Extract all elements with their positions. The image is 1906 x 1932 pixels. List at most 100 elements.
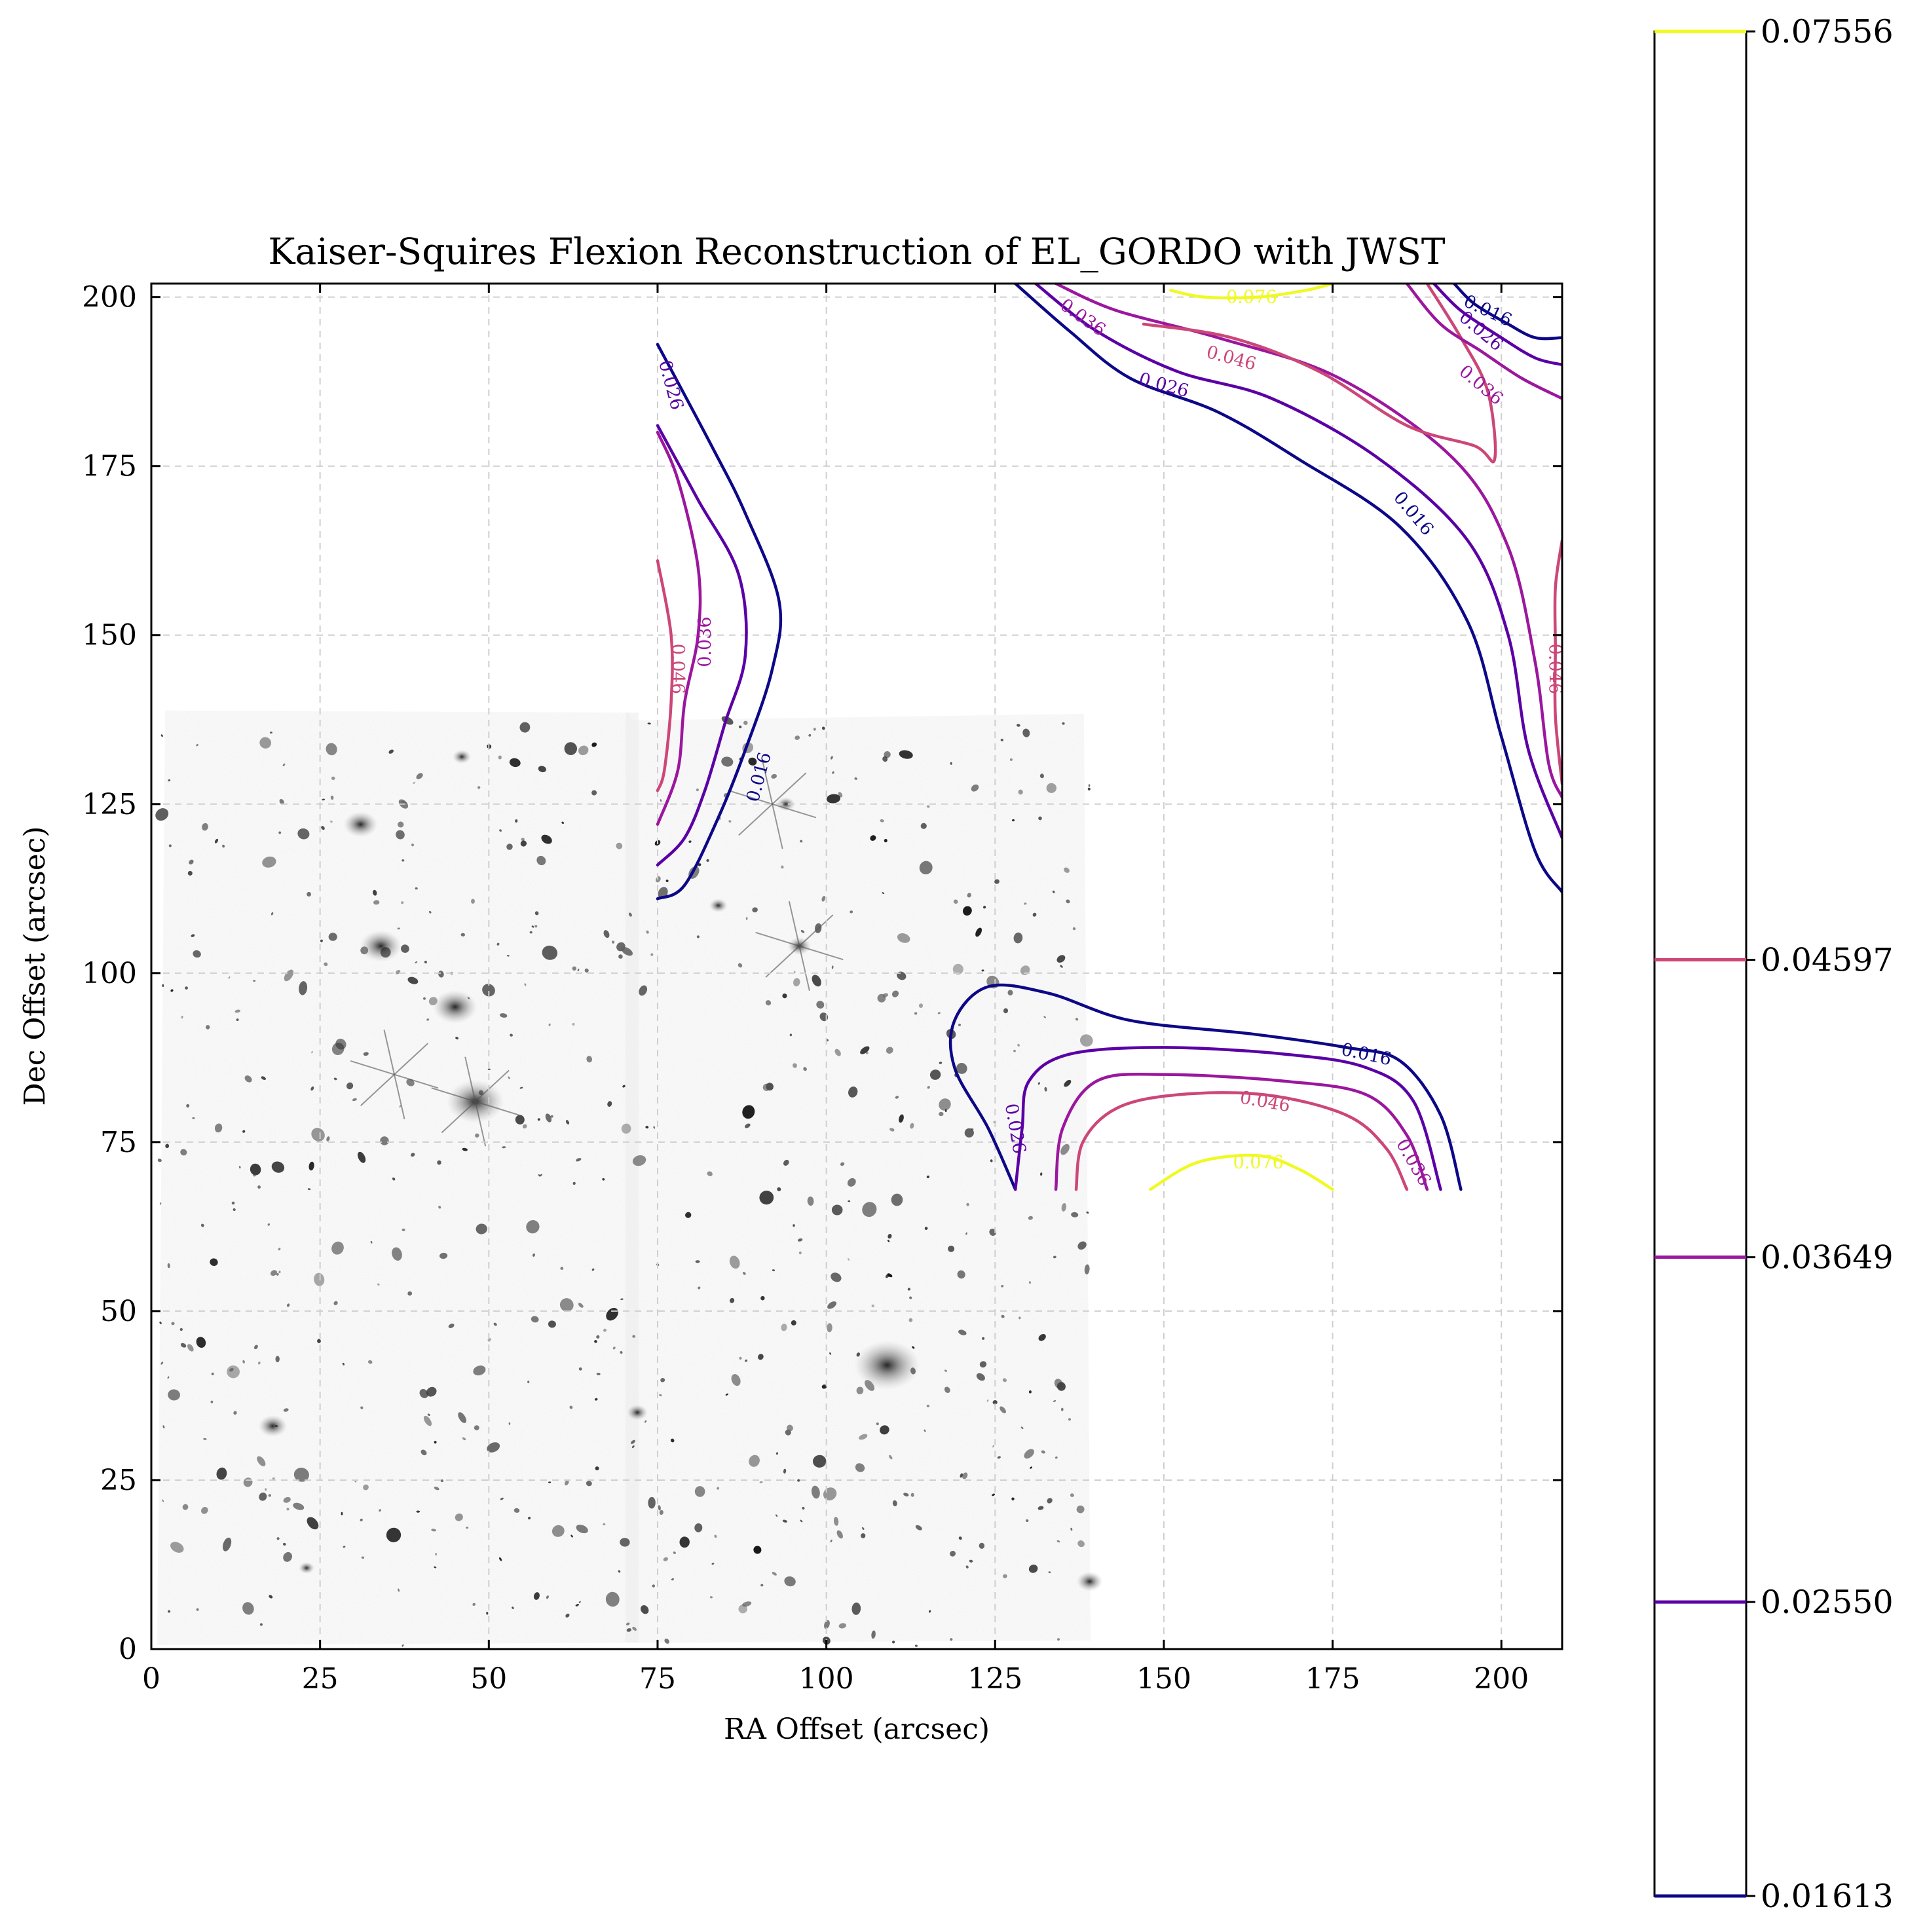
source-dot — [975, 927, 982, 937]
source-dot — [958, 1536, 962, 1540]
source-dot — [616, 842, 623, 849]
source-dot — [602, 1178, 605, 1181]
source-dot — [1012, 819, 1015, 822]
source-dot — [578, 1303, 584, 1308]
source-dot — [748, 757, 757, 766]
source-dot — [238, 1166, 241, 1169]
source-dot — [386, 1527, 402, 1542]
source-dot — [626, 1622, 630, 1625]
source-dot — [721, 756, 734, 767]
source-dot — [659, 1394, 662, 1396]
diffraction-spike — [738, 804, 773, 836]
source-dot — [892, 1641, 895, 1644]
source-dot — [725, 1393, 729, 1396]
source-dot — [1077, 1241, 1087, 1250]
colorbar-tick-label: 0.02550 — [1761, 1584, 1894, 1621]
source-dot — [500, 1497, 504, 1500]
source-dot — [861, 1533, 866, 1538]
source-dot — [971, 784, 979, 792]
source-dot — [910, 1493, 914, 1497]
source-dot — [897, 933, 910, 943]
x-tick-label: 125 — [967, 1662, 1022, 1696]
source-dot — [402, 1228, 405, 1231]
source-dot — [962, 1472, 968, 1479]
source-dot — [706, 859, 709, 862]
source-dot — [363, 1484, 369, 1491]
source-dot — [548, 1023, 551, 1026]
source-dot — [794, 735, 800, 740]
source-dot — [275, 1356, 280, 1363]
source-dot — [670, 1438, 675, 1443]
source-dot — [797, 1479, 800, 1482]
source-dot — [268, 1494, 271, 1497]
jwst-image — [155, 711, 1103, 1647]
source-dot — [1037, 1082, 1040, 1085]
source-dot — [416, 1510, 420, 1513]
source-dot — [214, 1123, 223, 1133]
source-dot — [887, 1273, 893, 1278]
source-dot — [546, 1595, 549, 1599]
source-dot — [622, 1085, 626, 1088]
source-dot — [1053, 1255, 1056, 1259]
bright-galaxy — [360, 930, 402, 962]
source-dot — [645, 1126, 649, 1129]
source-dot — [524, 983, 527, 986]
source-dot — [508, 1422, 511, 1425]
source-dot — [1001, 1284, 1004, 1288]
source-dot — [435, 1553, 438, 1556]
diffraction-spike — [350, 1060, 395, 1075]
y-tick-label: 125 — [82, 788, 137, 821]
source-dot — [561, 821, 565, 824]
axes-frame — [150, 282, 1563, 1650]
source-dot — [663, 1557, 668, 1561]
source-dot — [380, 1136, 389, 1145]
source-dot — [927, 1086, 930, 1089]
source-dot — [1000, 1406, 1006, 1413]
source-dot — [929, 1069, 941, 1080]
source-dot — [899, 1114, 904, 1123]
source-dot — [1053, 1400, 1056, 1402]
source-dot — [253, 1345, 258, 1350]
contour-line-16 — [1074, 1091, 1409, 1191]
source-dot — [688, 840, 692, 843]
source-dot — [577, 969, 580, 971]
source-dot — [937, 1012, 941, 1014]
source-dot — [944, 1386, 950, 1393]
source-dot — [664, 1638, 669, 1644]
source-dot — [257, 1185, 261, 1189]
source-dot — [660, 1378, 665, 1383]
diffraction-spike — [475, 1100, 519, 1116]
source-dot — [738, 1604, 747, 1614]
x-tick-label: 150 — [1136, 1662, 1191, 1696]
source-dot — [827, 1323, 832, 1333]
contour-line-11 — [1452, 284, 1562, 341]
source-dot — [233, 1411, 237, 1415]
source-dot — [426, 1018, 430, 1021]
source-dot — [180, 1149, 187, 1156]
source-dot — [283, 1551, 292, 1562]
source-dot — [1046, 783, 1056, 793]
bright-galaxy — [1076, 1571, 1103, 1591]
bright-galaxy — [258, 1415, 288, 1437]
source-dot — [466, 1527, 469, 1529]
source-dot — [760, 1295, 765, 1301]
source-dot — [170, 989, 174, 992]
source-dot — [626, 1628, 631, 1632]
source-dot — [508, 1076, 510, 1079]
source-dot — [565, 1120, 570, 1124]
source-dot — [159, 1321, 162, 1324]
source-dot — [831, 1273, 842, 1282]
source-dot — [939, 1111, 944, 1117]
source-dot — [783, 1468, 787, 1474]
source-dot — [286, 1303, 290, 1307]
source-dot — [299, 981, 308, 995]
source-dot — [886, 1047, 893, 1054]
source-dot — [314, 1273, 325, 1286]
source-dot — [269, 732, 272, 734]
diffraction-spike — [474, 1101, 487, 1147]
bright-galaxy — [432, 990, 477, 1024]
source-dot — [924, 1227, 928, 1230]
source-dot — [772, 1572, 777, 1576]
source-dot — [784, 1576, 796, 1587]
source-dot — [983, 906, 986, 909]
